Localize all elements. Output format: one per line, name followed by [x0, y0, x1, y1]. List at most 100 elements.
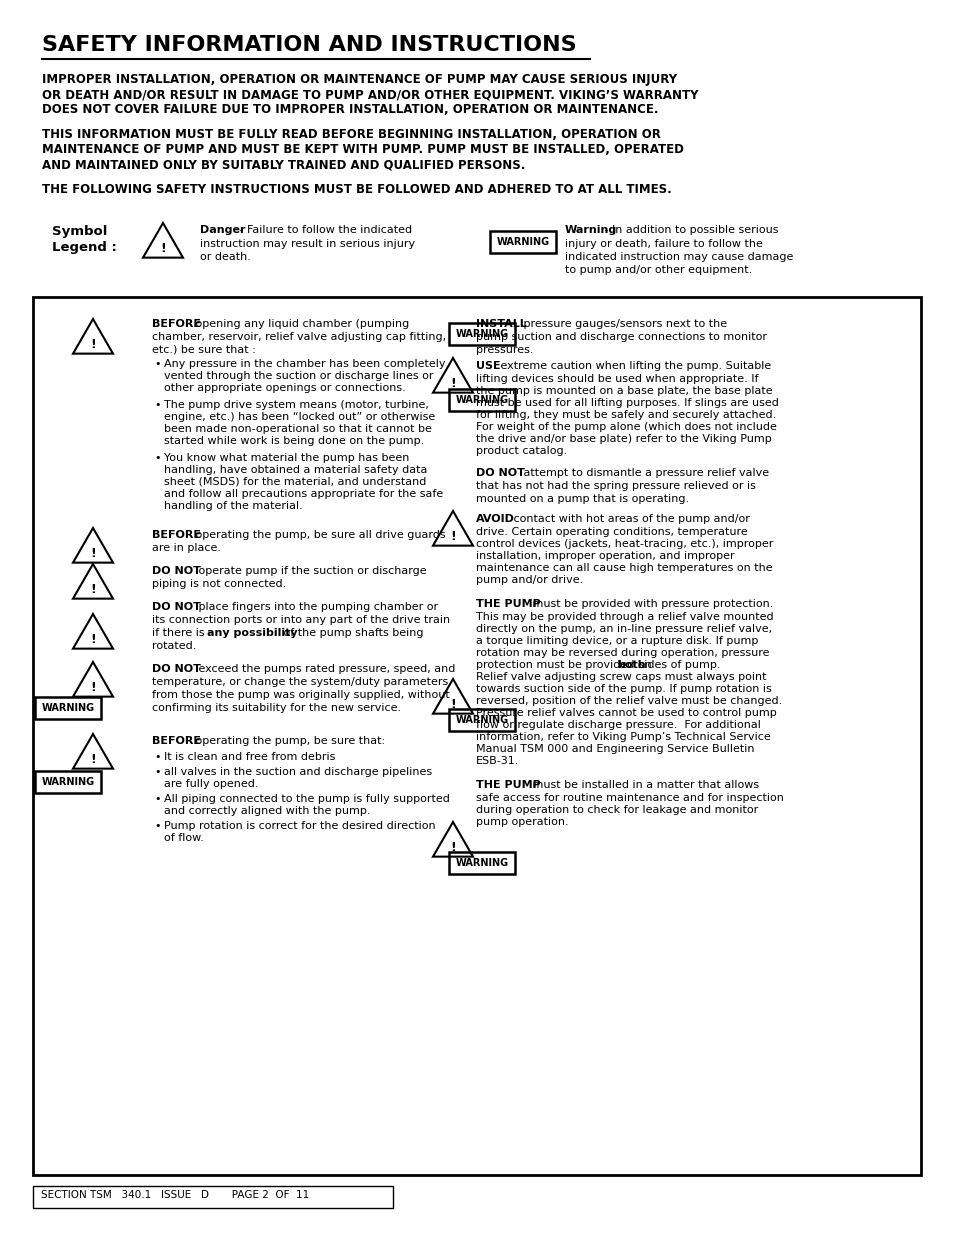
- Text: drive. Certain operating conditions, temperature: drive. Certain operating conditions, tem…: [476, 527, 747, 537]
- Text: exceed the pumps rated pressure, speed, and: exceed the pumps rated pressure, speed, …: [194, 664, 455, 674]
- Text: - Failure to follow the indicated: - Failure to follow the indicated: [235, 225, 412, 235]
- Text: OR DEATH AND/OR RESULT IN DAMAGE TO PUMP AND/OR OTHER EQUIPMENT. VIKING’S WARRAN: OR DEATH AND/OR RESULT IN DAMAGE TO PUMP…: [42, 88, 698, 101]
- Text: IMPROPER INSTALLATION, OPERATION OR MAINTENANCE OF PUMP MAY CAUSE SERIOUS INJURY: IMPROPER INSTALLATION, OPERATION OR MAIN…: [42, 73, 677, 86]
- Text: handling of the material.: handling of the material.: [164, 501, 302, 511]
- Text: THIS INFORMATION MUST BE FULLY READ BEFORE BEGINNING INSTALLATION, OPERATION OR: THIS INFORMATION MUST BE FULLY READ BEFO…: [42, 128, 660, 141]
- Text: operate pump if the suction or discharge: operate pump if the suction or discharge: [194, 566, 426, 576]
- Text: •: •: [153, 794, 160, 804]
- Text: •: •: [153, 359, 160, 369]
- Text: SECTION TSM   340.1   ISSUE   D       PAGE 2  OF  11: SECTION TSM 340.1 ISSUE D PAGE 2 OF 11: [41, 1191, 309, 1200]
- Text: !: !: [160, 242, 166, 256]
- Text: !: !: [90, 682, 95, 694]
- Text: if there is: if there is: [152, 629, 208, 638]
- Text: a torque limiting device, or a rupture disk. If pump: a torque limiting device, or a rupture d…: [476, 636, 758, 646]
- Text: WARNING: WARNING: [455, 858, 508, 868]
- Text: installation, improper operation, and improper: installation, improper operation, and im…: [476, 551, 734, 561]
- Text: all valves in the suction and discharge pipelines: all valves in the suction and discharge …: [164, 767, 432, 777]
- Bar: [33, 296, 920, 1174]
- Text: All piping connected to the pump is fully supported: All piping connected to the pump is full…: [164, 794, 450, 804]
- Text: safe access for routine maintenance and for inspection: safe access for routine maintenance and …: [476, 793, 783, 803]
- Text: !: !: [90, 753, 95, 767]
- Text: WARNING: WARNING: [455, 395, 508, 405]
- Text: any possibility: any possibility: [207, 629, 297, 638]
- Text: WARNING: WARNING: [41, 703, 94, 713]
- Text: DO NOT: DO NOT: [476, 468, 524, 478]
- Text: during operation to check for leakage and monitor: during operation to check for leakage an…: [476, 805, 758, 815]
- Text: etc.) be sure that :: etc.) be sure that :: [152, 345, 255, 354]
- Text: engine, etc.) has been “locked out” or otherwise: engine, etc.) has been “locked out” or o…: [164, 412, 435, 422]
- Text: mounted on a pump that is operating.: mounted on a pump that is operating.: [476, 494, 688, 504]
- Text: that has not had the spring pressure relieved or is: that has not had the spring pressure rel…: [476, 480, 755, 492]
- Bar: [449, 709, 515, 731]
- Text: THE FOLLOWING SAFETY INSTRUCTIONS MUST BE FOLLOWED AND ADHERED TO AT ALL TIMES.: THE FOLLOWING SAFETY INSTRUCTIONS MUST B…: [42, 183, 671, 196]
- Text: Pump rotation is correct for the desired direction: Pump rotation is correct for the desired…: [164, 821, 436, 831]
- Bar: [35, 697, 101, 719]
- Text: •: •: [153, 400, 160, 410]
- Text: AND MAINTAINED ONLY BY SUITABLY TRAINED AND QUALIFIED PERSONS.: AND MAINTAINED ONLY BY SUITABLY TRAINED …: [42, 158, 525, 170]
- Text: !: !: [450, 841, 456, 855]
- Text: opening any liquid chamber (pumping: opening any liquid chamber (pumping: [192, 319, 409, 329]
- Text: •: •: [153, 752, 160, 762]
- Text: must be provided with pressure protection.: must be provided with pressure protectio…: [529, 599, 773, 609]
- Text: DO NOT: DO NOT: [152, 664, 201, 674]
- Text: •: •: [153, 821, 160, 831]
- Text: pressure gauges/sensors next to the: pressure gauges/sensors next to the: [519, 319, 726, 329]
- Text: from those the pump was originally supplied, without: from those the pump was originally suppl…: [152, 690, 449, 700]
- Text: the pump is mounted on a base plate, the base plate: the pump is mounted on a base plate, the…: [476, 387, 772, 396]
- Text: injury or death, failure to follow the: injury or death, failure to follow the: [564, 240, 762, 249]
- Text: AVOID: AVOID: [476, 514, 515, 524]
- Text: Any pressure in the chamber has been completely: Any pressure in the chamber has been com…: [164, 359, 445, 369]
- Bar: [33, 1186, 393, 1208]
- Text: SAFETY INFORMATION AND INSTRUCTIONS: SAFETY INFORMATION AND INSTRUCTIONS: [42, 35, 576, 56]
- Text: The pump drive system means (motor, turbine,: The pump drive system means (motor, turb…: [164, 400, 429, 410]
- Text: ESB-31.: ESB-31.: [476, 756, 518, 766]
- Text: been made non-operational so that it cannot be: been made non-operational so that it can…: [164, 424, 432, 433]
- Text: rotated.: rotated.: [152, 641, 196, 651]
- Text: control devices (jackets, heat-tracing, etc.), improper: control devices (jackets, heat-tracing, …: [476, 538, 773, 550]
- Text: both: both: [617, 659, 645, 671]
- Text: - In addition to possible serious: - In addition to possible serious: [600, 225, 778, 235]
- Text: vented through the suction or discharge lines or: vented through the suction or discharge …: [164, 370, 433, 382]
- Bar: [449, 389, 515, 411]
- Text: lifting devices should be used when appropriate. If: lifting devices should be used when appr…: [476, 374, 758, 384]
- Text: chamber, reservoir, relief valve adjusting cap fitting,: chamber, reservoir, relief valve adjusti…: [152, 332, 446, 342]
- Text: for lifting, they must be safely and securely attached.: for lifting, they must be safely and sec…: [476, 410, 776, 420]
- Text: extreme caution when lifting the pump. Suitable: extreme caution when lifting the pump. S…: [497, 361, 770, 370]
- Text: MAINTENANCE OF PUMP AND MUST BE KEPT WITH PUMP. PUMP MUST BE INSTALLED, OPERATED: MAINTENANCE OF PUMP AND MUST BE KEPT WIT…: [42, 143, 683, 156]
- Text: WARNING: WARNING: [41, 777, 94, 787]
- Text: and correctly aligned with the pump.: and correctly aligned with the pump.: [164, 806, 370, 816]
- Text: DO NOT: DO NOT: [152, 566, 201, 576]
- Text: information, refer to Viking Pump’s Technical Service: information, refer to Viking Pump’s Tech…: [476, 732, 770, 742]
- Text: reversed, position of the relief valve must be changed.: reversed, position of the relief valve m…: [476, 697, 781, 706]
- Text: of the pump shafts being: of the pump shafts being: [280, 629, 423, 638]
- Bar: [449, 324, 515, 345]
- Bar: [490, 231, 556, 253]
- Text: must be installed in a matter that allows: must be installed in a matter that allow…: [529, 781, 759, 790]
- Text: operating the pump, be sure all drive guards: operating the pump, be sure all drive gu…: [192, 530, 445, 540]
- Text: confirming its suitability for the new service.: confirming its suitability for the new s…: [152, 703, 400, 713]
- Text: !: !: [90, 338, 95, 352]
- Text: !: !: [90, 583, 95, 597]
- Text: It is clean and free from debris: It is clean and free from debris: [164, 752, 335, 762]
- Text: pump and/or drive.: pump and/or drive.: [476, 576, 582, 585]
- Text: WARNING: WARNING: [455, 715, 508, 725]
- Text: rotation may be reversed during operation, pressure: rotation may be reversed during operatio…: [476, 648, 769, 658]
- Text: directly on the pump, an in-line pressure relief valve,: directly on the pump, an in-line pressur…: [476, 624, 771, 634]
- Text: Symbol: Symbol: [52, 225, 108, 238]
- Text: maintenance can all cause high temperatures on the: maintenance can all cause high temperatu…: [476, 563, 772, 573]
- Text: pressures.: pressures.: [476, 345, 533, 354]
- Text: and follow all precautions appropriate for the safe: and follow all precautions appropriate f…: [164, 489, 443, 499]
- Text: or death.: or death.: [200, 252, 251, 262]
- Text: !: !: [450, 378, 456, 390]
- Text: !: !: [90, 547, 95, 561]
- Text: USE: USE: [476, 361, 500, 370]
- Bar: [449, 852, 515, 874]
- Text: Warning: Warning: [564, 225, 617, 235]
- Text: contact with hot areas of the pump and/or: contact with hot areas of the pump and/o…: [510, 514, 749, 524]
- Text: THE PUMP: THE PUMP: [476, 599, 540, 609]
- Text: pump suction and discharge connections to monitor: pump suction and discharge connections t…: [476, 332, 766, 342]
- Text: pump operation.: pump operation.: [476, 818, 568, 827]
- Text: are in place.: are in place.: [152, 543, 221, 553]
- Text: Relief valve adjusting screw caps must always point: Relief valve adjusting screw caps must a…: [476, 672, 765, 682]
- Text: sheet (MSDS) for the material, and understand: sheet (MSDS) for the material, and under…: [164, 477, 426, 487]
